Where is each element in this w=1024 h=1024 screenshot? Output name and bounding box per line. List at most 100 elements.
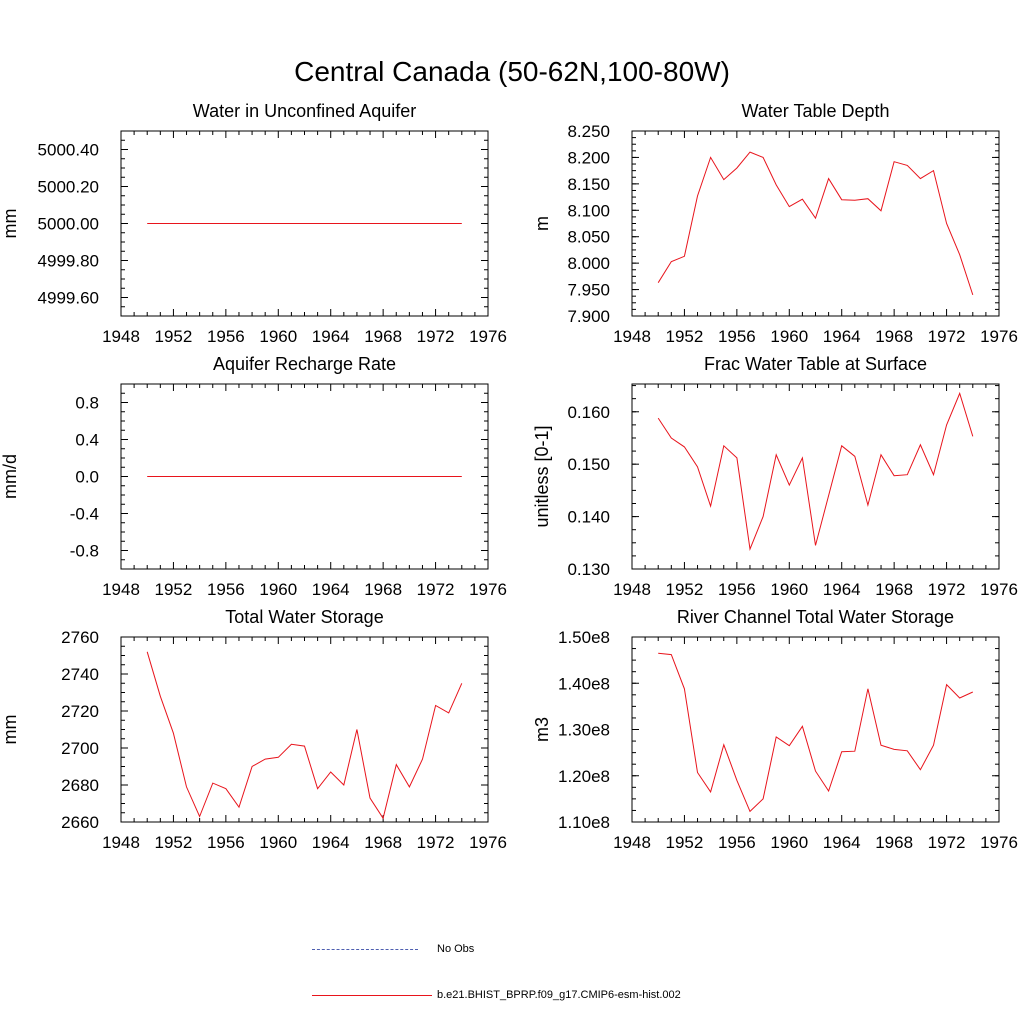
x-tick-label: 1948 bbox=[613, 833, 651, 852]
legend-model-label: b.e21.BHIST_BPRP.f09_g17.CMIP6-esm-hist.… bbox=[437, 989, 681, 1001]
legend-obs-label: No Obs bbox=[437, 943, 475, 955]
x-tick-label: 1952 bbox=[666, 833, 704, 852]
x-tick-label: 1956 bbox=[207, 833, 245, 852]
x-tick-label: 1964 bbox=[312, 327, 350, 346]
panel-title: Aquifer Recharge Rate bbox=[213, 354, 396, 374]
x-tick-label: 1968 bbox=[875, 580, 913, 599]
series-line bbox=[146, 651, 463, 820]
y-tick-label: 0.0 bbox=[75, 468, 99, 487]
x-tick-label: 1964 bbox=[823, 327, 861, 346]
y-tick-label: 8.200 bbox=[567, 148, 610, 167]
x-tick-label: 1968 bbox=[364, 327, 402, 346]
y-tick-label: -0.8 bbox=[70, 542, 99, 561]
y-tick-label: 0.4 bbox=[75, 431, 99, 450]
x-tick-label: 1948 bbox=[102, 327, 140, 346]
y-tick-label: 5000.20 bbox=[38, 178, 99, 197]
plot-frame bbox=[631, 130, 1000, 317]
x-tick-label: 1968 bbox=[875, 833, 913, 852]
y-tick-label: 7.900 bbox=[567, 307, 610, 326]
x-tick-label: 1964 bbox=[823, 833, 861, 852]
x-tick-label: 1952 bbox=[155, 580, 193, 599]
series-line bbox=[657, 391, 974, 552]
x-tick-label: 1972 bbox=[417, 833, 455, 852]
x-tick-label: 1976 bbox=[469, 327, 507, 346]
plot-frame bbox=[631, 383, 1000, 570]
y-tick-label: 7.950 bbox=[567, 281, 610, 300]
y-tick-label: 2700 bbox=[61, 739, 99, 758]
y-tick-label: 8.150 bbox=[567, 175, 610, 194]
x-tick-label: 1956 bbox=[207, 580, 245, 599]
y-tick-label: 0.140 bbox=[567, 508, 610, 527]
panel-title: Water in Unconfined Aquifer bbox=[193, 101, 416, 121]
x-tick-label: 1952 bbox=[155, 833, 193, 852]
y-tick-label: 1.40e8 bbox=[558, 674, 610, 693]
x-tick-label: 1960 bbox=[259, 833, 297, 852]
y-axis-label: mm/d bbox=[0, 454, 20, 499]
x-tick-label: 1948 bbox=[613, 580, 651, 599]
x-tick-label: 1972 bbox=[417, 580, 455, 599]
x-tick-label: 1960 bbox=[259, 580, 297, 599]
x-tick-label: 1968 bbox=[364, 833, 402, 852]
panel-title: River Channel Total Water Storage bbox=[677, 607, 954, 627]
y-tick-label: 8.250 bbox=[567, 122, 610, 141]
y-tick-label: 1.10e8 bbox=[558, 813, 610, 832]
legend-model-line bbox=[312, 995, 432, 996]
chart-panel-1: Water in Unconfined Aquifer 1948 1952 1956 1… bbox=[0, 101, 507, 346]
y-tick-label: 0.130 bbox=[567, 560, 610, 579]
x-tick-label: 1972 bbox=[928, 327, 966, 346]
x-tick-label: 1964 bbox=[823, 580, 861, 599]
y-tick-label: 2720 bbox=[61, 702, 99, 721]
x-tick-label: 1948 bbox=[102, 580, 140, 599]
panel-title: Water Table Depth bbox=[741, 101, 889, 121]
y-tick-label: 5000.00 bbox=[38, 215, 99, 234]
plot-frame bbox=[631, 636, 1000, 823]
x-tick-label: 1956 bbox=[718, 833, 756, 852]
y-axis-label: unitless [0-1] bbox=[532, 425, 552, 527]
x-tick-label: 1960 bbox=[770, 327, 808, 346]
y-tick-label: 0.150 bbox=[567, 455, 610, 474]
x-tick-label: 1972 bbox=[928, 580, 966, 599]
x-tick-label: 1972 bbox=[417, 327, 455, 346]
y-tick-label: 0.8 bbox=[75, 394, 99, 413]
chart-panel-3: Aquifer Recharge Rate 1948 1952 1956 1960 196… bbox=[0, 354, 507, 599]
y-axis-label: mm bbox=[0, 715, 20, 745]
figure-title: Central Canada (50-62N,100-80W) bbox=[294, 56, 730, 87]
series-line bbox=[657, 151, 974, 296]
chart-panel-5: Total Water Storage 1948 1952 1956 1960 1964 1… bbox=[0, 607, 507, 852]
x-tick-label: 1976 bbox=[980, 580, 1018, 599]
x-tick-label: 1960 bbox=[259, 327, 297, 346]
y-axis-label: m bbox=[532, 216, 552, 231]
x-tick-label: 1956 bbox=[718, 580, 756, 599]
y-tick-label: 4999.80 bbox=[38, 252, 99, 271]
y-tick-label: 1.20e8 bbox=[558, 767, 610, 786]
y-tick-label: 2760 bbox=[61, 628, 99, 647]
y-tick-label: 8.100 bbox=[567, 201, 610, 220]
x-tick-label: 1956 bbox=[718, 327, 756, 346]
series-line bbox=[658, 652, 974, 813]
y-tick-label: 8.050 bbox=[567, 228, 610, 247]
panel-title: Frac Water Table at Surface bbox=[704, 354, 927, 374]
y-axis-label: mm bbox=[0, 209, 20, 239]
x-tick-label: 1972 bbox=[928, 833, 966, 852]
x-tick-label: 1948 bbox=[613, 327, 651, 346]
x-tick-label: 1976 bbox=[469, 833, 507, 852]
panel-title: Total Water Storage bbox=[225, 607, 383, 627]
y-tick-label: 8.000 bbox=[567, 254, 610, 273]
y-tick-label: 0.160 bbox=[567, 403, 610, 422]
y-tick-label: 5000.40 bbox=[38, 141, 99, 160]
chart-panel-2: Water Table Depth 1948 1952 1956 1960 1964 196… bbox=[532, 101, 1018, 346]
y-axis-label: m3 bbox=[532, 717, 552, 742]
x-tick-label: 1952 bbox=[666, 327, 704, 346]
y-tick-label: 1.30e8 bbox=[558, 721, 610, 740]
x-tick-label: 1956 bbox=[207, 327, 245, 346]
chart-panel-4: Frac Water Table at Surface 1948 1952 1956 1… bbox=[532, 354, 1018, 599]
legend-obs-line bbox=[312, 949, 418, 950]
y-tick-label: 2660 bbox=[61, 813, 99, 832]
y-tick-label: -0.4 bbox=[70, 505, 99, 524]
chart-panel-6: River Channel Total Water Storage 1948 195… bbox=[532, 607, 1018, 852]
x-tick-label: 1964 bbox=[312, 580, 350, 599]
y-tick-label: 4999.60 bbox=[38, 289, 99, 308]
x-tick-label: 1960 bbox=[770, 580, 808, 599]
plot-frame bbox=[120, 636, 489, 823]
